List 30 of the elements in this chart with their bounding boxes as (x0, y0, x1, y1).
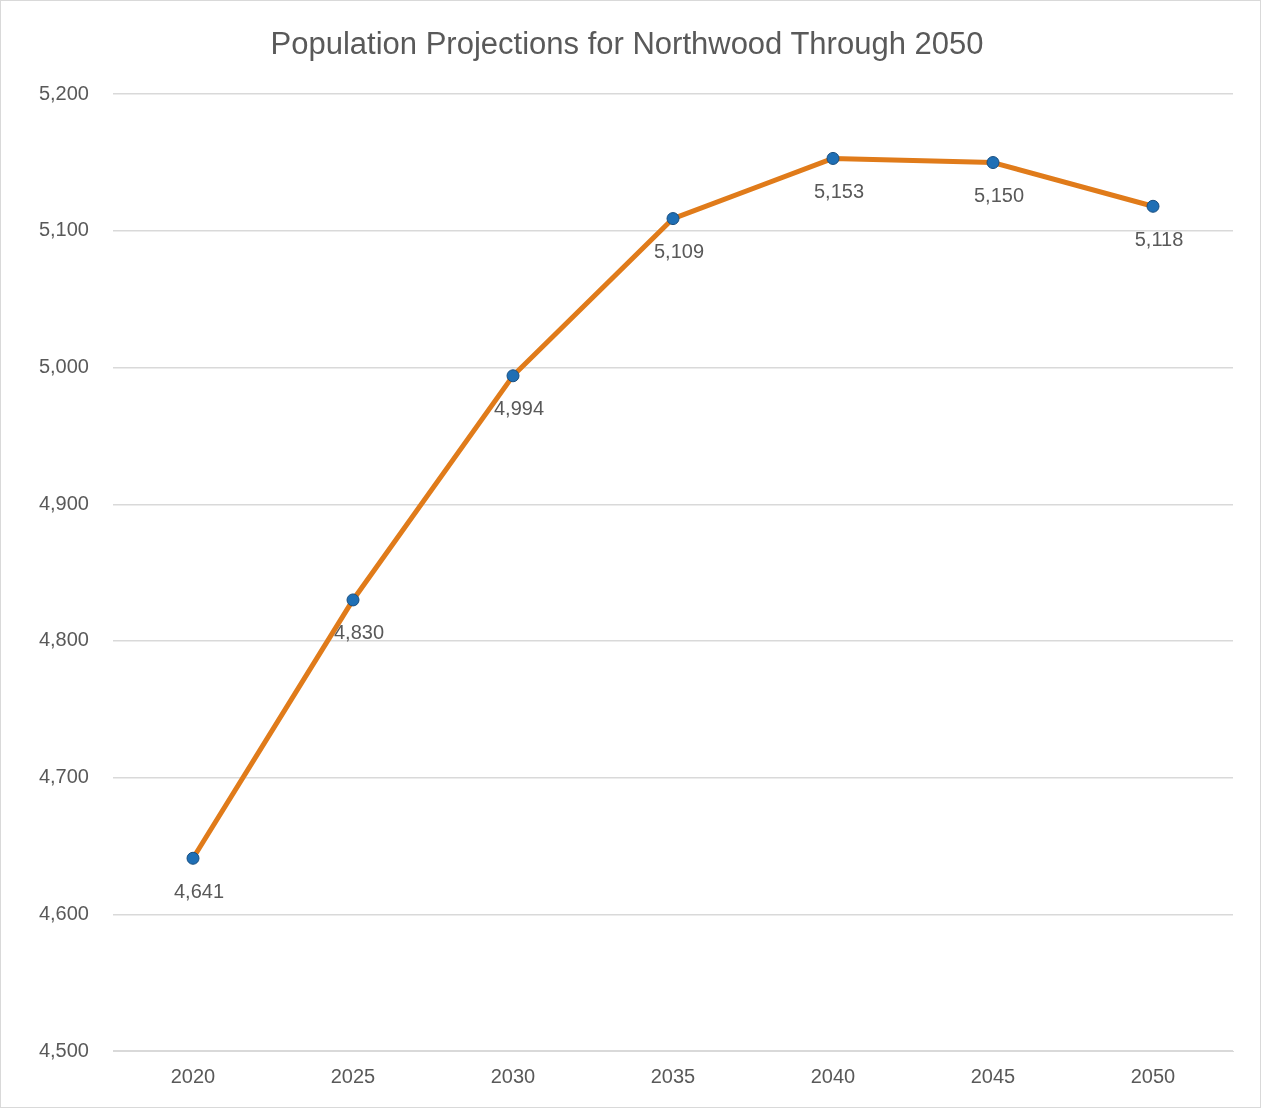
y-tick-label: 4,800 (38, 628, 89, 651)
y-tick-label: 5,000 (38, 355, 89, 378)
data-label: 5,118 (1134, 227, 1184, 250)
x-tick-label: 2040 (810, 1064, 856, 1087)
x-tick-label: 2020 (170, 1064, 216, 1087)
point (826, 151, 840, 165)
data-label: 5,109 (653, 240, 705, 263)
x-tick-label: 2050 (1130, 1064, 1176, 1087)
chart-title: Population Projections for Northwood Through 2050 (270, 26, 984, 62)
data-label: 4,994 (493, 397, 545, 420)
y-tick-label: 4,700 (38, 765, 89, 788)
x-tick-label: 2045 (970, 1064, 1016, 1087)
data-label: 4,641 (173, 879, 225, 902)
y-tick-label: 4,900 (38, 491, 89, 514)
data-label: 5,150 (973, 184, 1025, 207)
point (666, 212, 680, 226)
point (506, 369, 520, 383)
data-label: 5,153 (813, 179, 865, 202)
point (186, 851, 200, 865)
x-tick-label: 2035 (650, 1064, 696, 1087)
y-tick-label: 4,500 (38, 1038, 89, 1061)
y-tick-label: 4,600 (38, 901, 89, 924)
y-tick-label: 5,100 (38, 218, 89, 241)
data-label: 4,830 (333, 621, 385, 644)
x-tick-label: 2030 (490, 1064, 536, 1087)
point (1146, 199, 1160, 213)
point (986, 156, 1000, 170)
y-tick-label: 5,200 (38, 81, 89, 104)
x-tick-label: 2025 (330, 1064, 376, 1087)
point (346, 593, 360, 607)
